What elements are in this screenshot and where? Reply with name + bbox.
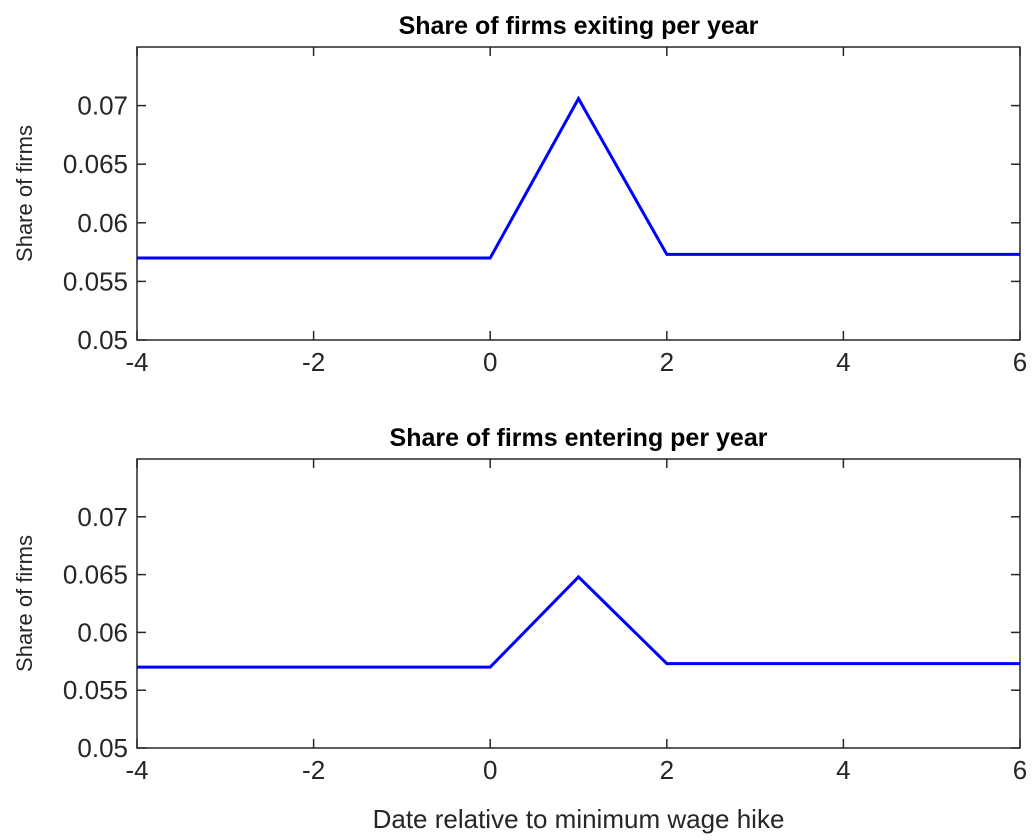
y-tick-label: 0.06 [77, 208, 128, 238]
y-axis-label: Share of firms [12, 535, 37, 672]
x-tick-label: 6 [1013, 755, 1027, 785]
x-tick-label: 4 [836, 755, 850, 785]
chart-panel-2: -4 -2 0 2 4 6 0.05 0.055 0.06 0.065 0.07 Share of f… [12, 424, 1027, 834]
x-tick-label: 2 [660, 755, 674, 785]
y-tick-label: 0.07 [77, 502, 128, 532]
x-tick-label: 4 [836, 347, 850, 377]
series-line-1 [137, 574, 1020, 669]
x-tick-label: 6 [1013, 347, 1027, 377]
y-tick-label: 0.065 [63, 560, 128, 590]
y-tick-label: 0.06 [77, 617, 128, 647]
x-tick-label: -2 [302, 755, 325, 785]
x-tick-label: 2 [660, 347, 674, 377]
x-tick-label: 0 [483, 755, 497, 785]
x-axis-label: Date relative to minimum wage hike [373, 804, 785, 834]
chart-panel-1: -4 -2 0 2 4 6 0.05 0.055 0.06 0.065 0.07 Share of f… [12, 12, 1027, 377]
x-tick-label: -2 [302, 347, 325, 377]
x-tick-label: -4 [125, 755, 148, 785]
y-tick-label: 0.055 [63, 266, 128, 296]
series-line-1 [137, 95, 1020, 260]
y-tick-label: 0.05 [77, 325, 128, 355]
y-tick-label: 0.05 [77, 733, 128, 763]
y-tick-label: 0.065 [63, 149, 128, 179]
x-tick-label: -4 [125, 347, 148, 377]
y-tick-label: 0.07 [77, 91, 128, 121]
chart-title: Share of firms entering per year [390, 424, 768, 452]
y-tick-label: 0.055 [63, 675, 128, 705]
x-tick-label: 0 [483, 347, 497, 377]
y-axis-label: Share of firms [12, 125, 37, 262]
axes-frame [136, 46, 1021, 341]
axes-frame [136, 458, 1021, 749]
chart-title: Share of firms exiting per year [399, 12, 759, 40]
